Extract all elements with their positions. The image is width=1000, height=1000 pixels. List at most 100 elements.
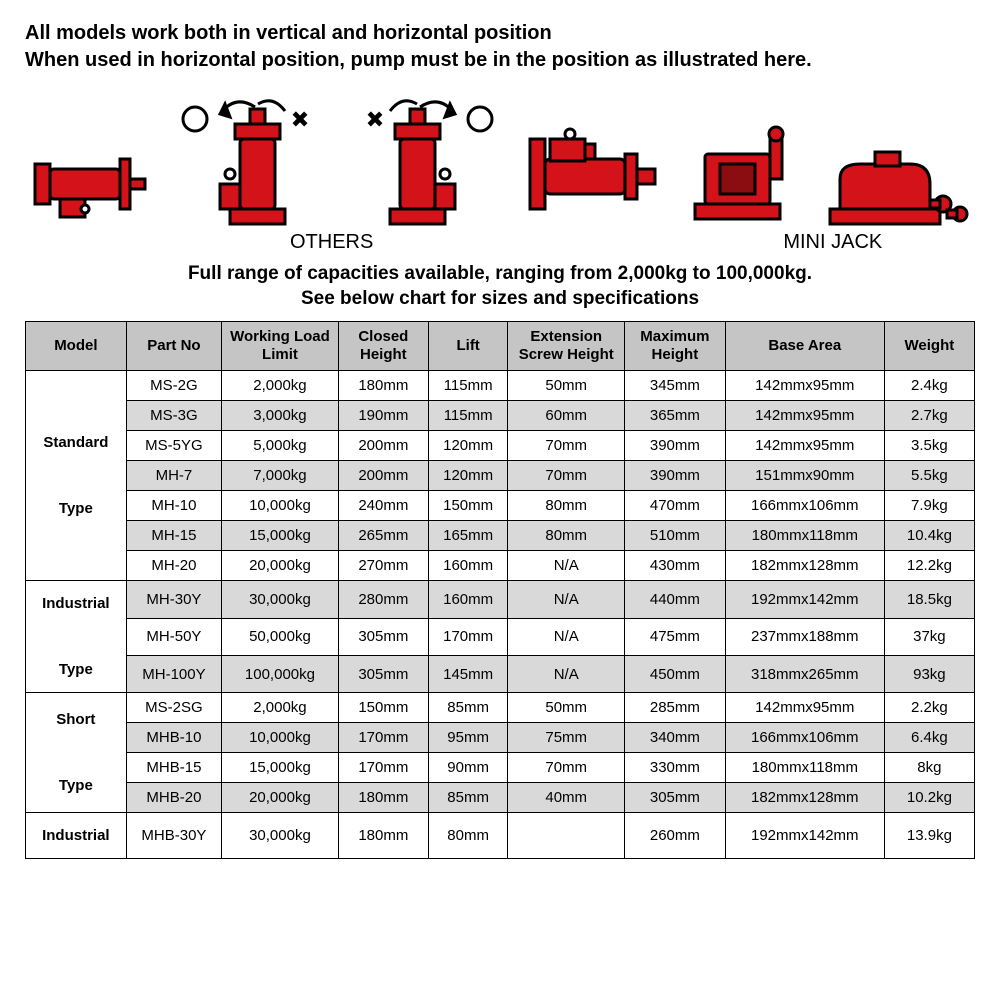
table-cell: 15,000kg <box>222 521 339 551</box>
table-header: Lift <box>428 322 508 371</box>
table-cell: 115mm <box>428 371 508 401</box>
table-cell: 170mm <box>428 618 508 655</box>
table-cell: 330mm <box>625 753 726 783</box>
mini-jack-front-icon <box>685 124 800 229</box>
table-cell: 5,000kg <box>222 431 339 461</box>
table-cell: 475mm <box>625 618 726 655</box>
table-cell: 20,000kg <box>222 783 339 813</box>
table-cell: MHB-30Y <box>126 813 221 859</box>
table-row: MHB-1515,000kg170mm90mm70mm330mm180mmx11… <box>26 753 975 783</box>
table-cell: 7,000kg <box>222 461 339 491</box>
table-header: Weight <box>884 322 974 371</box>
table-cell: 95mm <box>428 723 508 753</box>
capacity-note: Full range of capacities available, rang… <box>25 262 975 311</box>
table-cell: 18.5kg <box>884 581 974 618</box>
table-cell: 265mm <box>338 521 428 551</box>
table-cell: 7.9kg <box>884 491 974 521</box>
table-cell <box>508 813 625 859</box>
svg-text:×: × <box>293 106 307 133</box>
table-cell: 182mmx128mm <box>725 783 884 813</box>
table-cell: 170mm <box>338 753 428 783</box>
table-cell: 340mm <box>625 723 726 753</box>
mini-jack-side-icon <box>825 144 970 229</box>
table-cell: 180mmx118mm <box>725 753 884 783</box>
table-cell: MS-5YG <box>126 431 221 461</box>
table-cell: N/A <box>508 551 625 581</box>
table-row: MS-5YG5,000kg200mm120mm70mm390mm142mmx95… <box>26 431 975 461</box>
table-cell: 390mm <box>625 461 726 491</box>
intro-line-2: When used in horizontal position, pump m… <box>25 47 975 74</box>
table-cell: 150mm <box>428 491 508 521</box>
table-row: MH-77,000kg200mm120mm70mm390mm151mmx90mm… <box>26 461 975 491</box>
table-cell: MH-7 <box>126 461 221 491</box>
table-cell: 85mm <box>428 783 508 813</box>
table-cell: 365mm <box>625 401 726 431</box>
jack-horizontal-icon <box>30 139 150 229</box>
table-cell: 80mm <box>508 521 625 551</box>
intro-text: All models work both in vertical and hor… <box>25 20 975 74</box>
group-label: IndustrialType <box>26 581 127 693</box>
table-header: Working LoadLimit <box>222 322 339 371</box>
capacity-line-2: See below chart for sizes and specificat… <box>25 287 975 312</box>
table-row: ShortTypeMS-2SG2,000kg150mm85mm50mm285mm… <box>26 693 975 723</box>
table-cell: 10.2kg <box>884 783 974 813</box>
table-cell: 142mmx95mm <box>725 371 884 401</box>
table-cell: 80mm <box>428 813 508 859</box>
table-header: Model <box>26 322 127 371</box>
table-header: ExtensionScrew Height <box>508 322 625 371</box>
jack-vertical-ok-icon: × <box>175 89 325 229</box>
table-cell: 80mm <box>508 491 625 521</box>
table-row: StandardTypeMS-2G2,000kg180mm115mm50mm34… <box>26 371 975 401</box>
table-cell: 390mm <box>625 431 726 461</box>
table-cell: N/A <box>508 618 625 655</box>
table-cell: 50mm <box>508 371 625 401</box>
table-cell: 2.7kg <box>884 401 974 431</box>
table-cell: 15,000kg <box>222 753 339 783</box>
table-cell: 180mm <box>338 783 428 813</box>
table-cell: MH-20 <box>126 551 221 581</box>
table-cell: 151mmx90mm <box>725 461 884 491</box>
table-cell: MHB-15 <box>126 753 221 783</box>
table-cell: 142mmx95mm <box>725 401 884 431</box>
table-cell: 345mm <box>625 371 726 401</box>
table-cell: 145mm <box>428 656 508 693</box>
table-cell: 2.4kg <box>884 371 974 401</box>
table-cell: 160mm <box>428 551 508 581</box>
table-cell: 120mm <box>428 461 508 491</box>
table-row: MH-2020,000kg270mm160mmN/A430mm182mmx128… <box>26 551 975 581</box>
table-cell: 10,000kg <box>222 723 339 753</box>
group-label: Industrial <box>26 813 127 859</box>
table-cell: MH-15 <box>126 521 221 551</box>
group-label: StandardType <box>26 371 127 581</box>
table-cell: 430mm <box>625 551 726 581</box>
table-cell: 180mmx118mm <box>725 521 884 551</box>
table-row: MHB-1010,000kg170mm95mm75mm340mm166mmx10… <box>26 723 975 753</box>
table-cell: MH-50Y <box>126 618 221 655</box>
table-cell: 318mmx265mm <box>725 656 884 693</box>
table-cell: 280mm <box>338 581 428 618</box>
table-cell: 50,000kg <box>222 618 339 655</box>
label-mini: MINI JACK <box>783 231 882 254</box>
table-cell: 2.2kg <box>884 693 974 723</box>
diagram-row: × × <box>25 84 975 229</box>
table-cell: 10,000kg <box>222 491 339 521</box>
capacity-line-1: Full range of capacities available, rang… <box>25 262 975 287</box>
table-cell: 160mm <box>428 581 508 618</box>
table-cell: 2,000kg <box>222 371 339 401</box>
table-cell: MH-10 <box>126 491 221 521</box>
table-cell: 440mm <box>625 581 726 618</box>
table-cell: 50mm <box>508 693 625 723</box>
table-cell: 305mm <box>338 656 428 693</box>
label-others: OTHERS <box>290 231 373 254</box>
table-cell: 510mm <box>625 521 726 551</box>
table-cell: 10.4kg <box>884 521 974 551</box>
jack-vertical-ng-icon: × <box>350 89 500 229</box>
table-cell: MH-100Y <box>126 656 221 693</box>
table-cell: MS-2SG <box>126 693 221 723</box>
table-cell: 30,000kg <box>222 813 339 859</box>
table-cell: 120mm <box>428 431 508 461</box>
table-cell: 5.5kg <box>884 461 974 491</box>
table-header-row: ModelPart NoWorking LoadLimitClosedHeigh… <box>26 322 975 371</box>
table-cell: 70mm <box>508 753 625 783</box>
table-row: MH-1515,000kg265mm165mm80mm510mm180mmx11… <box>26 521 975 551</box>
